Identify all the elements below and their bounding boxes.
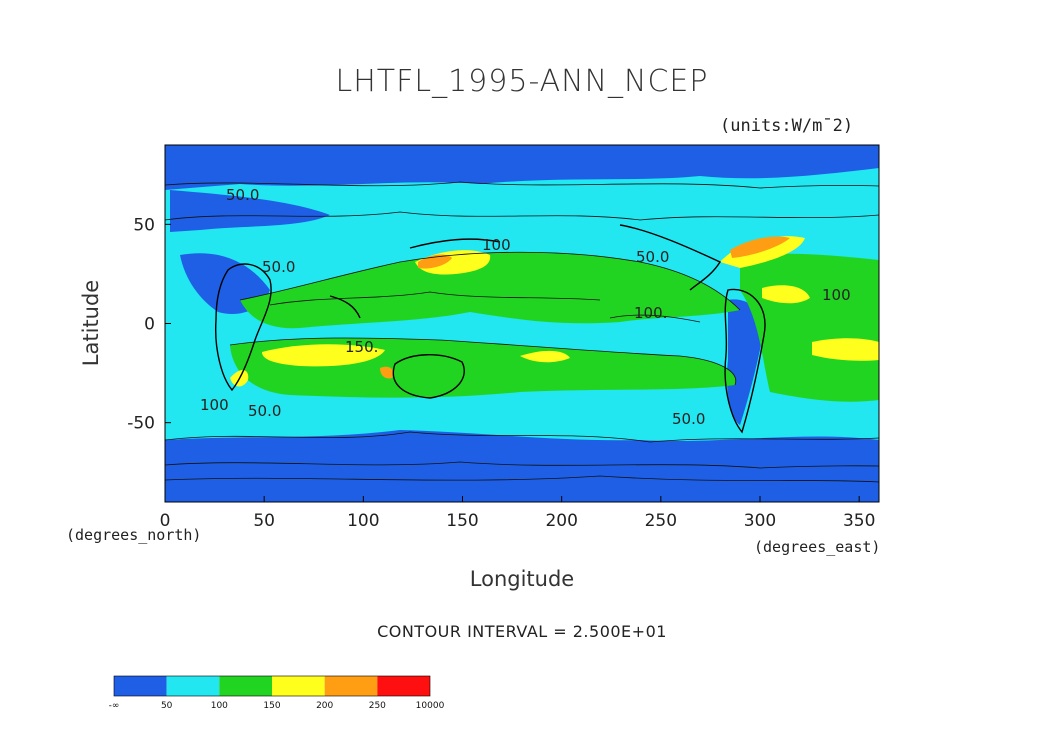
colorbar-swatch (324, 676, 378, 696)
band-150-200-pacific (520, 350, 570, 363)
colorbar-swatch (272, 676, 325, 696)
heatmap-field (165, 145, 879, 502)
colorbar: -∞ 50 100 150 200 250 10000 (109, 675, 445, 711)
colorbar-swatch (377, 676, 430, 696)
contour-label: 50.0 (636, 248, 669, 266)
colorbar-frame (113, 675, 431, 697)
band-150-200-satl (812, 338, 879, 361)
x-tick-label: 150 (446, 511, 478, 531)
y-tick-label: -50 (127, 414, 155, 434)
band-low-eurasia (170, 190, 330, 232)
band-200-250-agulhas (380, 366, 394, 379)
y-axis-ticks: 50 0 -50 (127, 215, 171, 434)
x-tick-label: 250 (645, 511, 677, 531)
contour-label: 50.0 (226, 186, 259, 204)
colorbar-level-label: 100 (211, 701, 228, 711)
band-150-200-gulfstream (720, 236, 805, 268)
contour-label: 100 (200, 396, 229, 414)
contour-interval: CONTOUR INTERVAL = 2.500E+01 (377, 622, 667, 641)
x-tick-label: 50 (253, 511, 275, 531)
colorbar-swatch (166, 676, 220, 696)
contour-label: 50.0 (262, 258, 295, 276)
y-tick-label: 0 (144, 315, 155, 335)
contour-label: 100 (822, 286, 851, 304)
units-label: (units:W/m¯2) (720, 116, 854, 136)
band-100-150 (240, 252, 740, 329)
colorbar-level-label: 200 (316, 701, 333, 711)
x-axis-ticks: 0 50 100 150 200 250 300 350 (160, 496, 875, 531)
colorbar-swatch (114, 676, 167, 696)
band-150-200-natl (762, 285, 810, 304)
y-axis-label: Latitude (79, 280, 103, 366)
band-low-samerica (726, 299, 764, 425)
contour-lines (165, 181, 879, 483)
x-tick-label: 300 (744, 511, 776, 531)
contour-label: 50.0 (672, 410, 705, 428)
y-units-label: (degrees_north) (66, 526, 201, 544)
x-tick-label: 100 (347, 511, 379, 531)
colorbar-level-label: 50 (161, 701, 173, 711)
contour-label: 150. (345, 338, 378, 356)
y-tick-label: 50 (133, 215, 155, 235)
coastlines (214, 224, 766, 434)
x-tick-label: 350 (843, 511, 875, 531)
band-200-250-gulfstream (730, 236, 790, 258)
x-tick-label: 0 (160, 511, 171, 531)
contour-label: 50.0 (248, 402, 281, 420)
contour-label: 100. (634, 304, 667, 322)
band-150-200-indian (262, 344, 385, 367)
chart-title: LHTFL_1995-ANN_NCEP (335, 64, 709, 99)
contour-label: 100 (482, 236, 511, 254)
x-axis-label: Longitude (470, 567, 574, 591)
colorbar-level-label: 150 (263, 701, 280, 711)
x-units-label: (degrees_east) (754, 538, 880, 556)
colorbar-level-label: 10000 (416, 701, 445, 711)
colorbar-level-label: 250 (369, 701, 386, 711)
colorbar-level-label: -∞ (109, 701, 120, 711)
x-tick-label: 200 (545, 511, 577, 531)
contour-label-group: 50.0 50.0 100 50.0 100. 150. 100 50.0 10… (200, 186, 851, 428)
colorbar-swatch (219, 676, 272, 696)
band-low-north (165, 145, 879, 190)
